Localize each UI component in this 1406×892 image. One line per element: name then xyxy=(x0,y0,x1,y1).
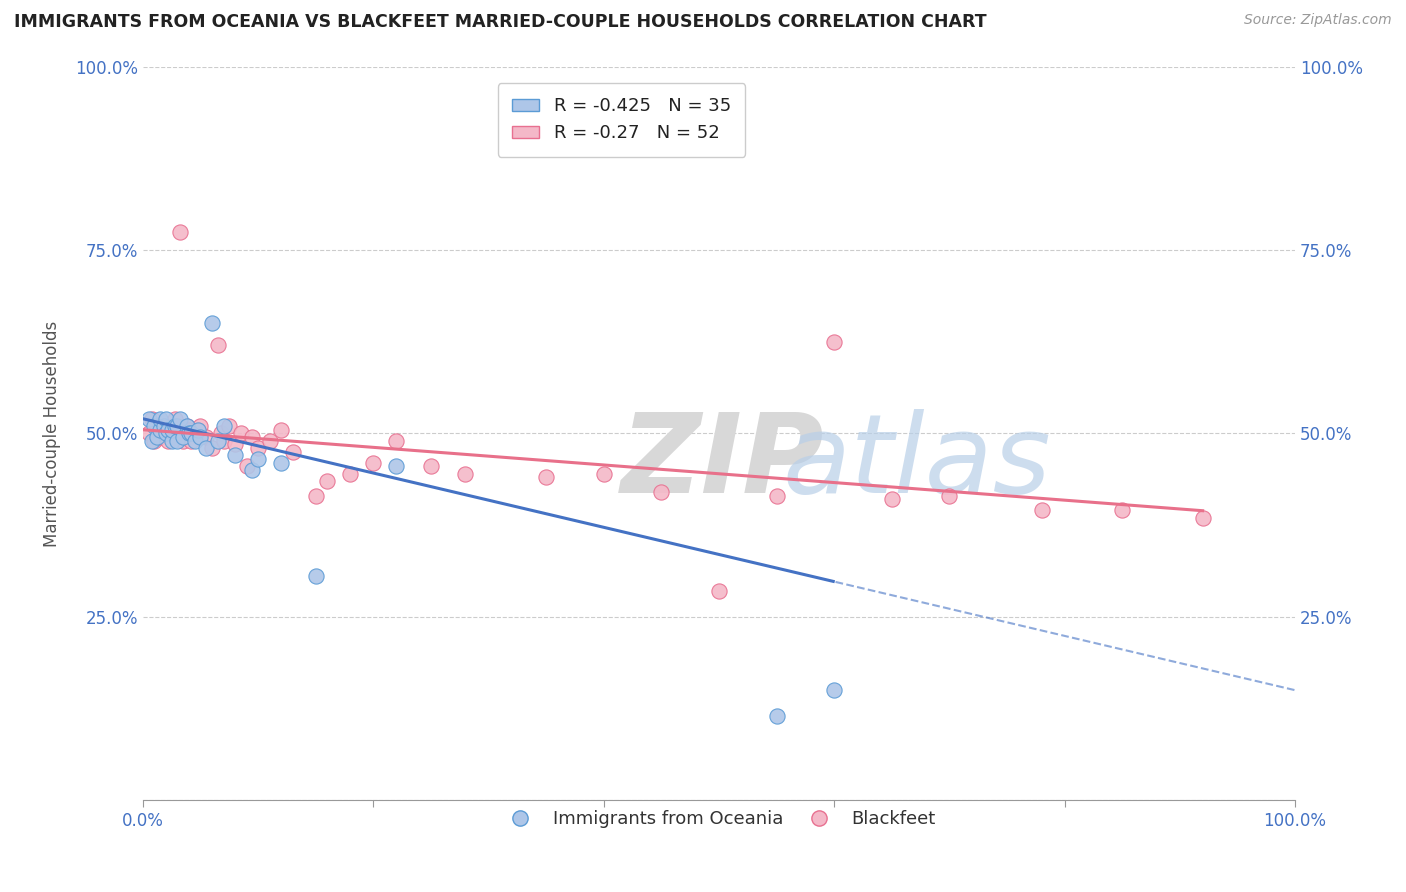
Point xyxy=(157,423,180,437)
Point xyxy=(195,430,218,444)
Point xyxy=(880,492,903,507)
Point xyxy=(166,419,188,434)
Point xyxy=(160,426,183,441)
Point xyxy=(143,419,166,434)
Point xyxy=(281,444,304,458)
Point xyxy=(172,434,194,448)
Text: IMMIGRANTS FROM OCEANIA VS BLACKFEET MARRIED-COUPLE HOUSEHOLDS CORRELATION CHART: IMMIGRANTS FROM OCEANIA VS BLACKFEET MAR… xyxy=(14,13,987,31)
Point xyxy=(363,456,385,470)
Point xyxy=(419,459,441,474)
Point xyxy=(305,489,328,503)
Text: ZIP: ZIP xyxy=(621,409,824,516)
Point xyxy=(305,569,328,583)
Point xyxy=(207,434,229,448)
Point xyxy=(229,426,252,441)
Point xyxy=(339,467,361,481)
Point xyxy=(138,411,160,425)
Point xyxy=(195,441,218,455)
Point xyxy=(1192,510,1215,524)
Point xyxy=(218,419,240,434)
Point xyxy=(165,419,187,434)
Point xyxy=(454,467,477,481)
Point xyxy=(177,426,200,441)
Point xyxy=(165,411,187,425)
Point xyxy=(155,411,177,425)
Point xyxy=(166,434,188,448)
Point xyxy=(1111,503,1133,517)
Point xyxy=(385,434,408,448)
Point xyxy=(224,437,246,451)
Point xyxy=(765,489,787,503)
Point xyxy=(190,430,212,444)
Point xyxy=(155,426,177,441)
Point xyxy=(183,426,205,441)
Point xyxy=(169,225,191,239)
Point xyxy=(176,419,198,434)
Point xyxy=(180,434,202,448)
Point xyxy=(187,423,209,437)
Point xyxy=(176,419,198,434)
Point xyxy=(235,459,257,474)
Point xyxy=(247,441,270,455)
Point xyxy=(201,441,224,455)
Point xyxy=(212,434,235,448)
Point xyxy=(209,426,232,441)
Text: atlas: atlas xyxy=(782,409,1050,516)
Point xyxy=(155,423,177,437)
Point xyxy=(149,423,172,437)
Point xyxy=(592,467,614,481)
Point xyxy=(1031,503,1053,517)
Point xyxy=(270,456,292,470)
Point xyxy=(270,423,292,437)
Point xyxy=(169,411,191,425)
Point xyxy=(240,463,263,477)
Point xyxy=(138,426,160,441)
Point xyxy=(166,430,188,444)
Text: Source: ZipAtlas.com: Source: ZipAtlas.com xyxy=(1244,13,1392,28)
Point xyxy=(145,419,167,434)
Point xyxy=(385,459,408,474)
Point xyxy=(224,449,246,463)
Point xyxy=(141,411,163,425)
Point xyxy=(240,430,263,444)
Point xyxy=(259,434,281,448)
Point xyxy=(183,434,205,448)
Point xyxy=(201,317,224,331)
Point xyxy=(149,430,172,444)
Point xyxy=(180,426,202,441)
Point xyxy=(160,419,183,434)
Legend: Immigrants from Oceania, Blackfeet: Immigrants from Oceania, Blackfeet xyxy=(495,803,943,835)
Point xyxy=(534,470,557,484)
Point xyxy=(152,419,174,434)
Point xyxy=(823,683,845,698)
Point xyxy=(247,452,270,467)
Point xyxy=(212,419,235,434)
Point xyxy=(149,411,172,425)
Point xyxy=(187,423,209,437)
Point xyxy=(172,430,194,444)
Point xyxy=(157,434,180,448)
Point xyxy=(145,430,167,444)
Point xyxy=(207,338,229,352)
Point xyxy=(823,334,845,349)
Point xyxy=(160,434,183,448)
Point xyxy=(650,485,672,500)
Point xyxy=(177,423,200,437)
Point xyxy=(160,423,183,437)
Point xyxy=(316,474,339,488)
Y-axis label: Married-couple Households: Married-couple Households xyxy=(44,320,60,547)
Point xyxy=(190,419,212,434)
Point xyxy=(152,419,174,434)
Point xyxy=(143,434,166,448)
Point xyxy=(938,489,960,503)
Point xyxy=(141,434,163,448)
Point xyxy=(765,709,787,723)
Point xyxy=(707,584,730,599)
